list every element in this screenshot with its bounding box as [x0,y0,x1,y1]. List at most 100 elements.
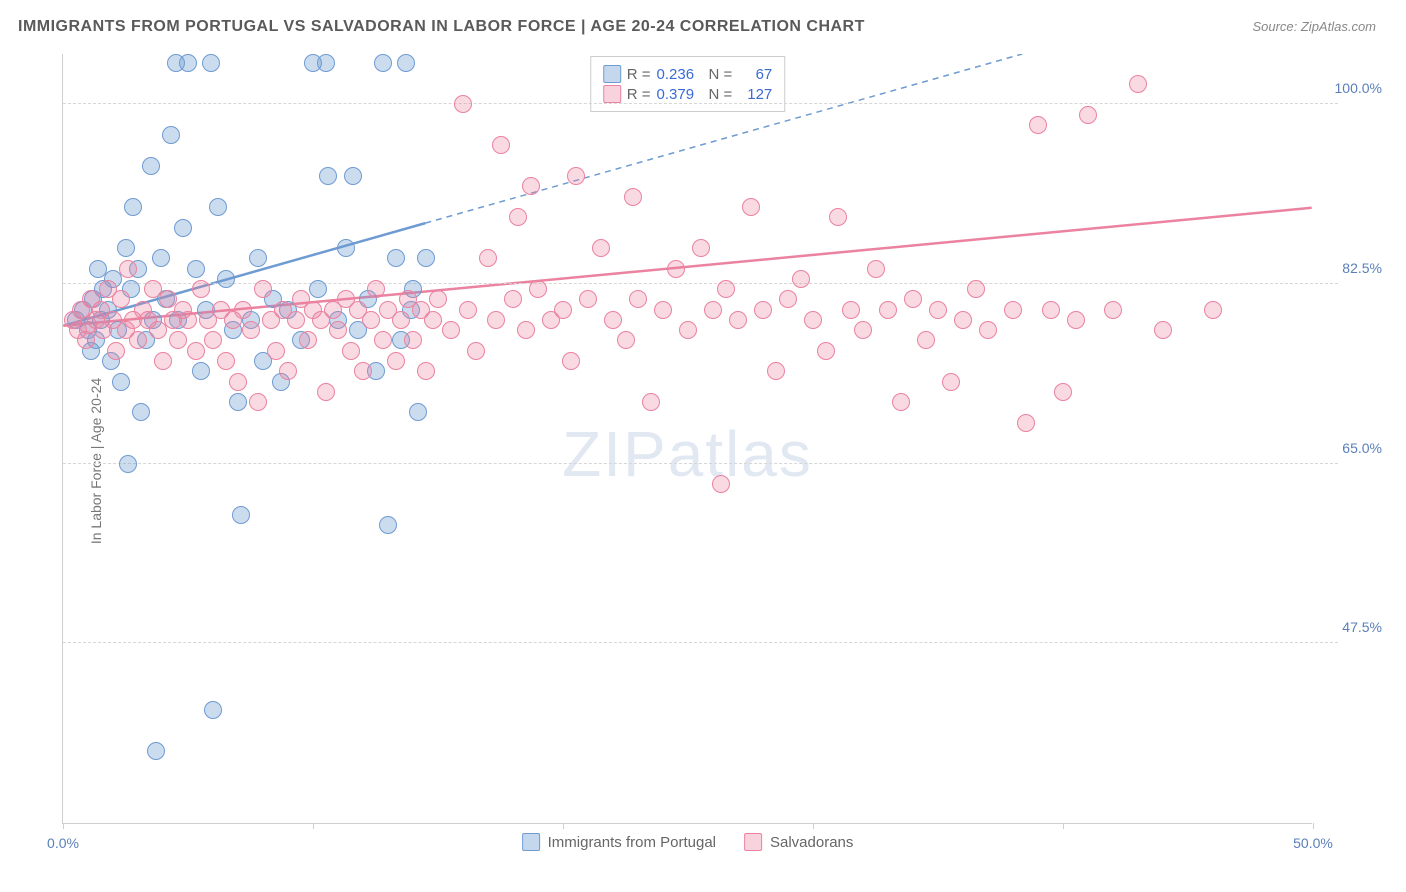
data-point [417,362,435,380]
watermark: ZIPatlas [562,417,813,491]
legend-r-label: R = [627,66,651,83]
data-point [367,280,385,298]
data-point [779,290,797,308]
data-point [1054,383,1072,401]
data-point [509,208,527,226]
data-point [229,373,247,391]
legend-row: R =0.379N =127 [603,85,773,103]
data-point [179,54,197,72]
data-point [397,54,415,72]
data-point [342,342,360,360]
legend-n-label: N = [709,86,733,103]
legend-row: R =0.236N =67 [603,65,773,83]
data-point [1042,301,1060,319]
legend-r-label: R = [627,86,651,103]
data-point [867,260,885,278]
data-point [387,352,405,370]
data-point [249,393,267,411]
grid-line [63,103,1338,104]
data-point [209,198,227,216]
data-point [624,188,642,206]
x-tick [1313,823,1314,829]
data-point [1079,106,1097,124]
y-tick-label: 100.0% [1322,80,1382,96]
data-point [267,342,285,360]
data-point [249,249,267,267]
series-legend: Immigrants from PortugalSalvadorans [522,833,854,851]
x-tick-label: 0.0% [47,835,79,851]
legend-swatch [603,85,621,103]
data-point [529,280,547,298]
x-tick [1063,823,1064,829]
legend-swatch [522,833,540,851]
data-point [929,301,947,319]
data-point [217,352,235,370]
data-point [629,290,647,308]
data-point [1029,116,1047,134]
data-point [567,167,585,185]
data-point [1129,75,1147,93]
data-point [704,301,722,319]
chart-header: IMMIGRANTS FROM PORTUGAL VS SALVADORAN I… [0,0,1406,46]
x-tick [563,823,564,829]
data-point [604,311,622,329]
data-point [829,208,847,226]
data-point [654,301,672,319]
data-point [174,219,192,237]
data-point [229,393,247,411]
data-point [1067,311,1085,329]
data-point [692,239,710,257]
data-point [119,455,137,473]
data-point [429,290,447,308]
data-point [522,177,540,195]
legend-swatch [744,833,762,851]
data-point [409,403,427,421]
data-point [442,321,460,339]
legend-series-label: Immigrants from Portugal [548,834,716,851]
data-point [319,167,337,185]
data-point [754,301,772,319]
data-point [107,342,125,360]
data-point [337,239,355,257]
data-point [904,290,922,308]
data-point [729,311,747,329]
data-point [217,270,235,288]
legend-r-value: 0.236 [657,66,703,83]
x-tick [313,823,314,829]
data-point [1004,301,1022,319]
data-point [112,373,130,391]
data-point [667,260,685,278]
data-point [119,260,137,278]
data-point [717,280,735,298]
data-point [479,249,497,267]
data-point [344,167,362,185]
data-point [417,249,435,267]
data-point [679,321,697,339]
data-point [954,311,972,329]
data-point [192,280,210,298]
chart-source: Source: ZipAtlas.com [1252,19,1376,34]
x-tick [813,823,814,829]
data-point [817,342,835,360]
data-point [1204,301,1222,319]
legend-r-value: 0.379 [657,86,703,103]
data-point [792,270,810,288]
y-tick-label: 47.5% [1322,619,1382,635]
data-point [242,321,260,339]
data-point [309,280,327,298]
data-point [592,239,610,257]
data-point [234,301,252,319]
data-point [967,280,985,298]
data-point [254,280,272,298]
data-point [169,331,187,349]
data-point [879,301,897,319]
y-tick-label: 65.0% [1322,440,1382,456]
data-point [147,742,165,760]
data-point [979,321,997,339]
legend-n-label: N = [709,66,733,83]
data-point [742,198,760,216]
data-point [1104,301,1122,319]
data-point [317,54,335,72]
data-point [124,198,142,216]
data-point [517,321,535,339]
